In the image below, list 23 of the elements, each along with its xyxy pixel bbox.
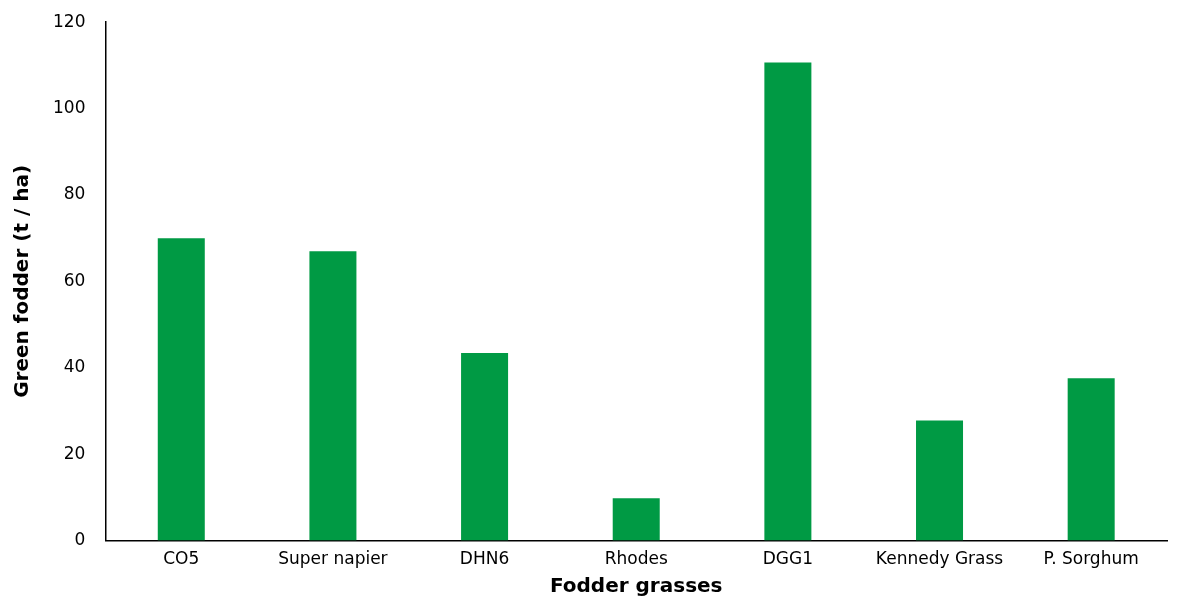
y-tick-label: 100 [52,97,86,118]
bar [612,498,660,541]
y-tick-label: 0 [74,529,86,550]
x-tick-label: DHN6 [459,548,510,569]
x-tick-label: P. Sorghum [1043,548,1139,569]
y-axis-title: Green fodder (t / ha) [9,164,34,398]
bar [157,238,205,541]
bar [309,251,357,541]
y-tick-label: 120 [52,10,86,31]
x-tick-label: Kennedy Grass [875,548,1004,569]
x-tick-label: CO5 [163,548,200,569]
y-tick-label: 20 [63,442,86,463]
bar [1067,378,1115,541]
x-tick-label: DGG1 [762,548,814,569]
x-tick-label: Super napier [278,548,388,569]
y-tick-label: 40 [63,356,86,377]
x-axis-title: Fodder grasses [549,573,723,598]
bar [916,420,964,541]
bar [461,353,509,541]
y-tick-label: 60 [63,269,86,290]
bar [764,62,812,541]
y-tick-label: 80 [63,183,86,204]
x-tick-label: Rhodes [604,548,668,569]
